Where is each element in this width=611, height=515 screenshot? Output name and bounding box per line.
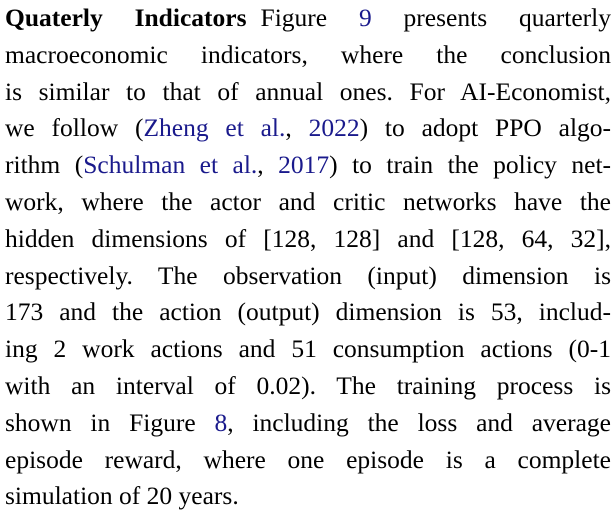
text-line: ing 2 work actions and 51 consumption ac… [5,334,611,364]
figure-ref-8[interactable]: 8 [214,407,228,437]
text-segment: ) to adopt PPO algo- [359,113,611,143]
text-line: macroeconomic indicators, where the conc… [5,39,611,69]
text-line: 173 and the action (output) dimension is… [5,297,611,327]
text-segment: Figure [260,3,359,32]
text-line: episode reward, where one episode is a c… [5,444,611,474]
text-segment: , [285,113,309,143]
text-segment: , including the loss and average [227,407,611,437]
text-segment: presents quarterly [371,3,611,32]
text-segment: shown in Figure [5,407,215,437]
text-line: simulation of 20 years. [5,481,239,511]
text-line: rithm (Schulman et al., 2017) to train t… [5,147,611,184]
text-line: hidden dimensions of [128, 128] and [128… [5,223,611,253]
text-line: with an interval of 0.02). The training … [5,370,611,400]
paper-paragraph: Quaterly Indicators Figure 9 presents qua… [5,0,611,515]
text-line: shown in Figure 8, including the loss an… [5,405,611,442]
citation-schulman-year[interactable]: 2017 [278,150,330,180]
citation-zheng[interactable]: Zheng et al. [143,113,286,143]
figure-ref-9[interactable]: 9 [358,3,372,32]
text-line: we follow (Zheng et al., 2022) to adopt … [5,110,611,147]
section-heading: Quaterly Indicators [5,3,247,32]
text-line: is similar to that of annual ones. For A… [5,76,611,106]
text-segment: ) to train the policy net- [329,150,611,180]
citation-zheng-year[interactable]: 2022 [308,113,360,143]
text-segment: , [257,150,279,180]
text-line: work, where the actor and critic network… [5,186,611,216]
text-segment: rithm ( [5,150,84,180]
text-segment: we follow ( [5,113,144,143]
text-line: Quaterly Indicators Figure 9 presents qua… [5,0,611,37]
text-line: respectively. The observation (input) di… [5,260,611,290]
citation-schulman[interactable]: Schulman et al. [83,150,258,180]
